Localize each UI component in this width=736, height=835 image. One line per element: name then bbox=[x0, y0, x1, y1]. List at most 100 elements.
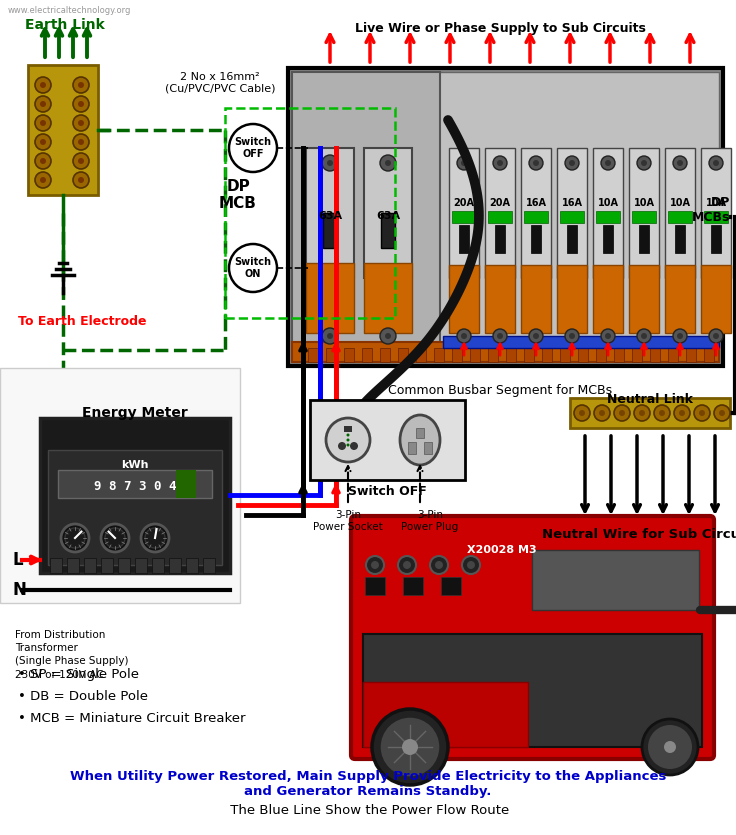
Bar bbox=[0, 368, 240, 603]
Circle shape bbox=[73, 77, 89, 93]
Circle shape bbox=[493, 156, 507, 170]
Bar bbox=[542, 348, 552, 362]
Circle shape bbox=[614, 405, 630, 421]
Circle shape bbox=[641, 333, 647, 339]
Circle shape bbox=[347, 443, 350, 447]
Circle shape bbox=[679, 410, 685, 416]
Bar bbox=[362, 348, 372, 362]
Circle shape bbox=[599, 410, 605, 416]
Circle shape bbox=[347, 438, 350, 442]
Bar bbox=[711, 225, 721, 253]
Bar bbox=[306, 148, 354, 278]
Bar bbox=[363, 682, 528, 747]
Bar bbox=[169, 558, 181, 573]
Bar bbox=[186, 558, 198, 573]
Circle shape bbox=[73, 134, 89, 150]
Circle shape bbox=[61, 524, 89, 552]
Circle shape bbox=[462, 556, 480, 574]
Bar bbox=[629, 148, 659, 278]
Text: • MCB = Miniature Circuit Breaker: • MCB = Miniature Circuit Breaker bbox=[18, 712, 246, 725]
Bar bbox=[578, 348, 588, 362]
Text: X20028 M3: X20028 M3 bbox=[467, 545, 537, 555]
Bar bbox=[344, 426, 352, 432]
Bar bbox=[308, 348, 318, 362]
Text: www.electricaltechnology.org: www.electricaltechnology.org bbox=[8, 6, 131, 15]
Circle shape bbox=[40, 158, 46, 164]
Bar bbox=[632, 211, 656, 223]
Circle shape bbox=[350, 442, 358, 450]
Text: 63A: 63A bbox=[376, 211, 400, 221]
Circle shape bbox=[709, 329, 723, 343]
Text: Energy Meter: Energy Meter bbox=[82, 406, 188, 420]
Bar bbox=[292, 72, 719, 362]
Bar bbox=[203, 558, 215, 573]
Text: 20A: 20A bbox=[453, 198, 475, 208]
Circle shape bbox=[579, 410, 585, 416]
Bar bbox=[560, 348, 570, 362]
Circle shape bbox=[601, 329, 615, 343]
Bar bbox=[459, 225, 469, 253]
Bar bbox=[521, 265, 551, 333]
Circle shape bbox=[654, 405, 670, 421]
Circle shape bbox=[40, 101, 46, 107]
Circle shape bbox=[40, 177, 46, 183]
Bar bbox=[67, 558, 79, 573]
Circle shape bbox=[569, 333, 575, 339]
FancyBboxPatch shape bbox=[351, 516, 714, 759]
Circle shape bbox=[73, 115, 89, 131]
Text: Switch OFF: Switch OFF bbox=[347, 485, 426, 498]
Text: 20A: 20A bbox=[489, 198, 511, 208]
Bar bbox=[344, 348, 354, 362]
Bar bbox=[675, 225, 685, 253]
Text: • SP = Single Pole: • SP = Single Pole bbox=[18, 668, 139, 681]
Circle shape bbox=[229, 244, 277, 292]
Text: To Earth Electrode: To Earth Electrode bbox=[18, 315, 146, 328]
Bar bbox=[668, 211, 692, 223]
Text: The Blue Line Show the Power Flow Route: The Blue Line Show the Power Flow Route bbox=[227, 804, 509, 817]
Circle shape bbox=[719, 410, 725, 416]
Bar bbox=[665, 265, 695, 333]
Circle shape bbox=[65, 528, 85, 548]
Bar bbox=[364, 148, 412, 278]
Circle shape bbox=[639, 410, 645, 416]
Bar bbox=[424, 442, 432, 454]
Bar bbox=[593, 265, 623, 333]
Circle shape bbox=[40, 120, 46, 126]
Text: Earth Link: Earth Link bbox=[25, 18, 105, 32]
Bar bbox=[443, 336, 719, 348]
Circle shape bbox=[699, 410, 705, 416]
Circle shape bbox=[659, 410, 665, 416]
Bar bbox=[524, 348, 534, 362]
Bar bbox=[614, 348, 624, 362]
Bar bbox=[364, 263, 412, 333]
Circle shape bbox=[403, 561, 411, 569]
Circle shape bbox=[366, 556, 384, 574]
Bar bbox=[531, 225, 541, 253]
Circle shape bbox=[322, 328, 338, 344]
Circle shape bbox=[326, 418, 370, 462]
Circle shape bbox=[674, 405, 690, 421]
Bar bbox=[632, 348, 642, 362]
Bar bbox=[532, 550, 699, 610]
Circle shape bbox=[380, 155, 396, 171]
Circle shape bbox=[533, 160, 539, 166]
Bar bbox=[118, 558, 130, 573]
Circle shape bbox=[78, 101, 84, 107]
Bar bbox=[28, 65, 98, 195]
Circle shape bbox=[634, 405, 650, 421]
Circle shape bbox=[533, 333, 539, 339]
Bar bbox=[292, 342, 719, 362]
Text: kWh: kWh bbox=[121, 460, 149, 470]
Bar bbox=[306, 263, 354, 333]
Bar bbox=[135, 558, 147, 573]
Circle shape bbox=[380, 328, 396, 344]
Bar bbox=[381, 213, 395, 248]
Circle shape bbox=[35, 77, 51, 93]
Circle shape bbox=[35, 172, 51, 188]
Circle shape bbox=[347, 433, 350, 437]
Circle shape bbox=[619, 410, 625, 416]
Circle shape bbox=[385, 160, 391, 166]
Text: DP
MCB: DP MCB bbox=[219, 179, 257, 211]
Bar bbox=[310, 400, 465, 480]
Circle shape bbox=[35, 96, 51, 112]
